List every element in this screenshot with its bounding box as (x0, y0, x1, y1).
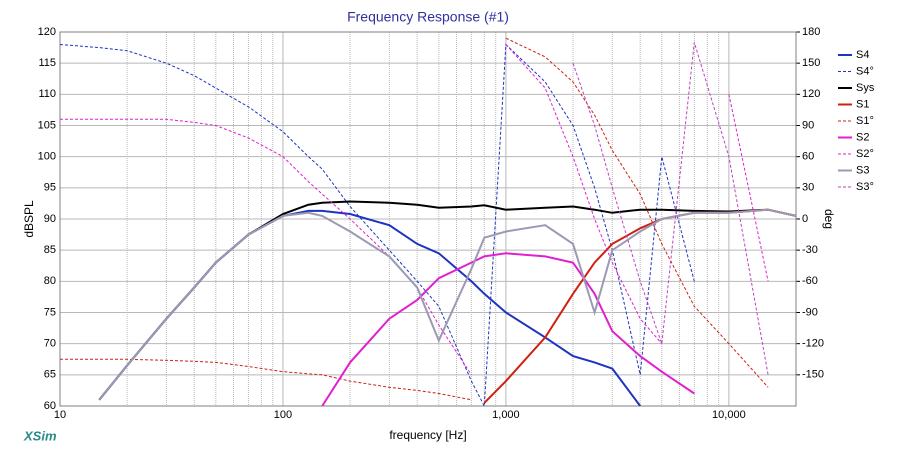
chart-title: Frequency Response (#1) (347, 9, 509, 25)
y-tick-label: 75 (44, 306, 56, 318)
legend-label: S1 (856, 98, 869, 110)
y-tick-label: 70 (44, 338, 56, 350)
y-axis-label: dBSPL (22, 200, 36, 238)
series-line (572, 42, 769, 375)
legend-label: S2 (856, 131, 869, 143)
y-tick-label: 95 (44, 182, 56, 194)
y2-tick-label: -120 (802, 338, 824, 350)
plot-area (60, 37, 796, 406)
y2-tick-label: 60 (802, 151, 814, 163)
x-tick-label: 1,000 (492, 409, 520, 421)
y-tick-label: 60 (44, 400, 56, 412)
y2-tick-label: -60 (802, 275, 818, 287)
y2-tick-label: 30 (802, 182, 814, 194)
y2-tick-label: 90 (802, 119, 814, 131)
y-tick-label: 80 (44, 275, 56, 287)
legend-label: S3° (856, 181, 874, 193)
y-tick-label: 100 (38, 151, 56, 163)
series-line (60, 37, 769, 401)
y-tick-label: 90 (44, 213, 56, 225)
y-tick-label: 65 (44, 369, 56, 381)
legend-label: S2° (856, 148, 874, 160)
y2-tick-label: 120 (802, 88, 820, 100)
series-line (98, 208, 796, 401)
x-axis-label: frequency [Hz] (389, 428, 466, 442)
y2-tick-label: 180 (802, 26, 820, 38)
legend-label: S1° (856, 115, 874, 127)
y2-tick-label: -150 (802, 369, 824, 381)
y-tick-label: 85 (44, 244, 56, 256)
y-tick-label: 120 (38, 26, 56, 38)
y-tick-label: 105 (38, 119, 56, 131)
logo: XSim (23, 428, 57, 443)
x-tick-label: 10,000 (712, 409, 746, 421)
y2-axis-label: deg (822, 209, 836, 229)
y2-tick-label: 150 (802, 57, 820, 69)
y2-tick-label: 0 (802, 213, 808, 225)
legend-label: S3 (856, 164, 869, 176)
series-line (321, 252, 695, 406)
x-tick-label: 100 (274, 409, 292, 421)
x-tick-label: 10 (54, 409, 66, 421)
y-tick-label: 115 (38, 57, 56, 69)
series-line (60, 44, 769, 376)
y2-tick-label: -90 (802, 306, 818, 318)
y-tick-label: 110 (38, 88, 56, 100)
y2-tick-label: -30 (802, 244, 818, 256)
plot-frame (59, 31, 797, 407)
legend-label: S4 (856, 49, 869, 61)
legend-label: S4° (856, 65, 874, 77)
legend-label: Sys (856, 82, 875, 94)
